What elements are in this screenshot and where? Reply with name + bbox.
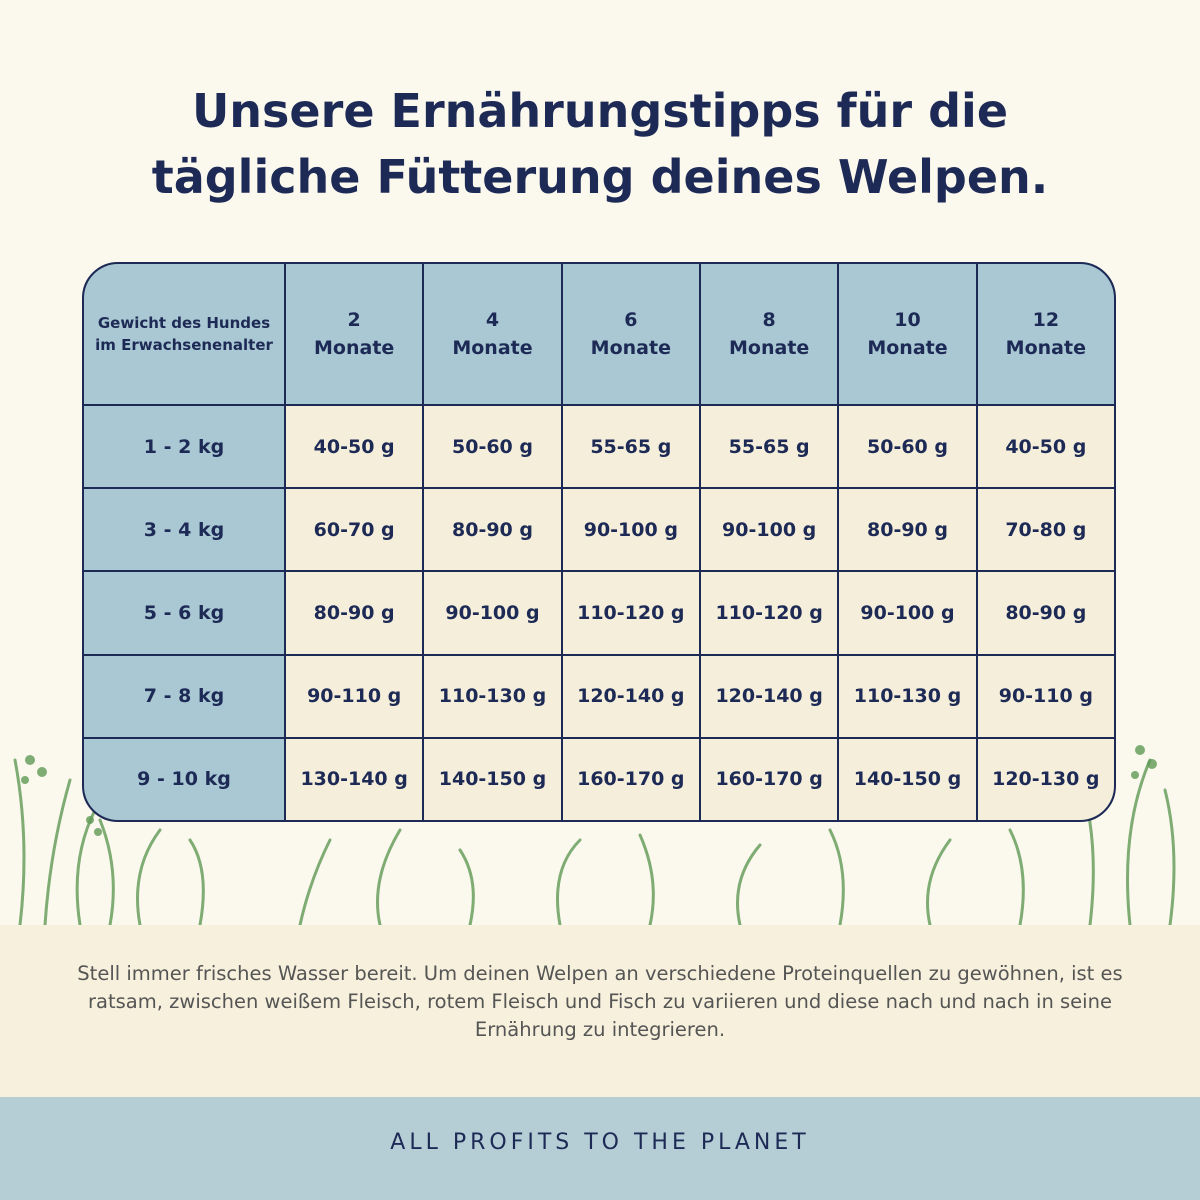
table-cell: 50-60 g [839,406,976,488]
column-number: 8 [762,309,776,331]
feeding-table: Gewicht des Hundes im Erwachsenenalter 2 M… [82,262,1116,822]
column-number: 2 [347,309,361,331]
column-header: 8 Monate [700,264,838,404]
table-cell: 90-100 g [424,572,561,654]
column-number: 4 [485,309,500,331]
title-line: tägliche Fütterung deines Welpen. [151,150,1049,204]
table-cell: 160-170 g [562,738,699,820]
row-header: 5 - 6 kg [84,572,284,654]
footer-bar [0,1097,1200,1200]
row-header: 3 - 4 kg [84,489,284,571]
title: Unsere Ernährungstipps für die tägliche … [0,78,1200,210]
grass-decoration [13,745,1176,927]
title-line: Unsere Ernährungstipps für die [191,84,1009,138]
table-cell: 60-70 g [286,489,423,571]
footer: ALL PROFITS TO THE PLANET [390,1130,810,1155]
table-cell: 80-90 g [286,572,423,654]
column-unit: Monate [867,337,948,359]
column-unit: Monate [452,337,533,359]
column-unit: Monate [1005,337,1086,359]
table-cell: 110-120 g [700,572,838,654]
column-unit: Monate [729,337,810,359]
row-header: 1 - 2 kg [84,406,284,488]
column-header: 6 Monate [562,264,699,404]
table-cell: 40-50 g [286,406,423,488]
table-cell: 90-110 g [286,655,423,737]
table-cell: 130-140 g [286,738,423,820]
column-header: 2 Monate [286,264,423,404]
table-cell: 140-150 g [424,738,561,820]
table-cell: 90-100 g [562,489,699,571]
table-cell: 80-90 g [977,572,1114,654]
note-band [0,925,1200,1097]
note: Stell immer frisches Wasser bereit. Um d… [77,962,1123,1041]
table-cell: 80-90 g [839,489,976,571]
table-cell: 55-65 g [562,406,699,488]
column-header: 4 Monate [424,264,561,404]
table-cell: 120-140 g [562,655,699,737]
table-cell: 40-50 g [977,406,1114,488]
table-cell: 55-65 g [700,406,838,488]
table-cell: 80-90 g [424,489,561,571]
table-cell: 110-130 g [424,655,561,737]
table-cell: 120-130 g [977,738,1114,820]
table-cell: 160-170 g [700,738,838,820]
corner-header: Gewicht des Hundes im Erwachsenenalter [84,264,284,404]
table-cell: 90-110 g [977,655,1114,737]
table-cell: 140-150 g [839,738,976,820]
table-cell: 110-130 g [839,655,976,737]
table-cell: 70-80 g [977,489,1114,571]
column-unit: Monate [590,337,671,359]
column-number: 10 [894,309,921,331]
column-header: 10 Monate [839,264,976,404]
column-unit: Monate [314,337,395,359]
row-header: 9 - 10 kg [84,738,284,820]
table-cell: 90-100 g [839,572,976,654]
table-cell: 90-100 g [700,489,838,571]
column-number: 6 [624,309,638,331]
column-header: 12 Monate [977,264,1114,404]
column-number: 12 [1032,309,1060,331]
table-cell: 120-140 g [700,655,838,737]
table-cell: 110-120 g [562,572,699,654]
table-cell: 50-60 g [424,406,561,488]
row-header: 7 - 8 kg [84,655,284,737]
